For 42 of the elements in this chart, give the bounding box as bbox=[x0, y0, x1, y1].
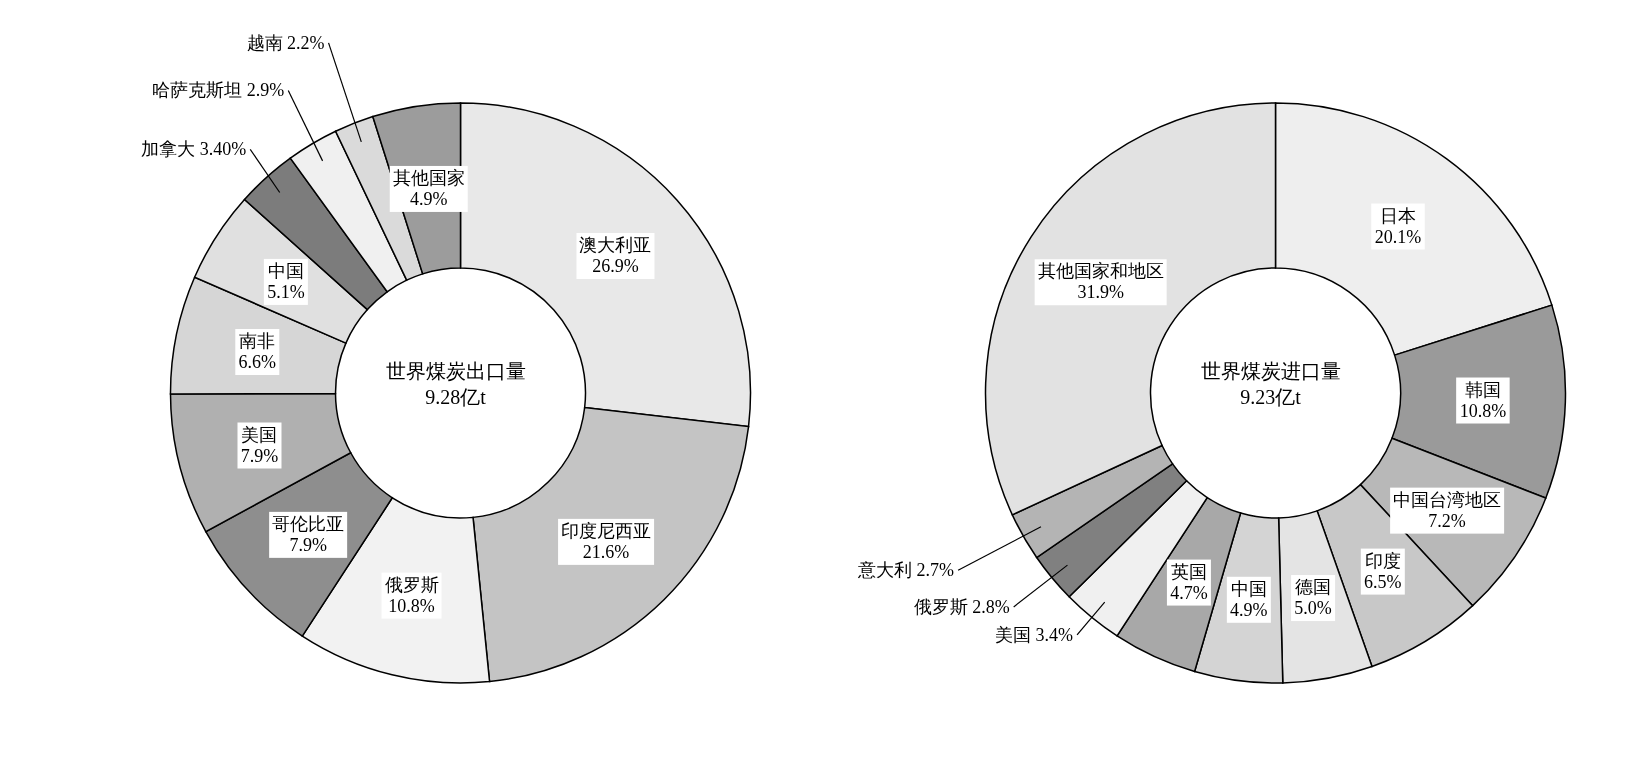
text: 9.23亿t bbox=[1239, 385, 1302, 410]
slice-label: 越南 2.2% bbox=[246, 32, 325, 53]
data-label: 20.1% bbox=[1374, 226, 1422, 247]
slice-label: 美国 bbox=[241, 424, 278, 445]
data-label: 31.9% bbox=[1077, 282, 1124, 303]
slice-label: 其他国家和地区 bbox=[1037, 261, 1164, 282]
slice-label: 其他国家 bbox=[392, 167, 465, 188]
slice-label: 哥伦比亚 bbox=[272, 513, 345, 534]
slice-label: 俄罗斯 2.8% bbox=[913, 596, 1010, 617]
slice-label: 哈萨克斯坦 2.9% bbox=[152, 80, 285, 101]
slice-label: 日本 bbox=[1379, 205, 1416, 226]
data-label: 10.8% bbox=[1459, 400, 1507, 421]
slice-label: 印度尼西亚 bbox=[561, 520, 652, 541]
data-label: 7.9% bbox=[240, 445, 279, 466]
slice-label: 南非 bbox=[239, 331, 276, 351]
data-label: 6.5% bbox=[1364, 571, 1402, 592]
data-label: 4.7% bbox=[1170, 582, 1208, 603]
data-label: 4.9% bbox=[1230, 599, 1268, 620]
slice-label: 英国 bbox=[1170, 561, 1207, 582]
slice-label: 澳大利亚 bbox=[579, 235, 652, 256]
slice-label: 中国 bbox=[1230, 578, 1267, 599]
data-label: 21.6% bbox=[582, 541, 630, 562]
data-label: 5.0% bbox=[1294, 598, 1332, 619]
text: 世界煤炭进口量 bbox=[1199, 359, 1342, 384]
slice-label: 加拿大 3.40% bbox=[141, 139, 247, 160]
slice-label: 俄罗斯 bbox=[384, 574, 439, 595]
slice-label: 印度 bbox=[1364, 550, 1401, 571]
slice-label: 意大利 2.7% bbox=[857, 560, 955, 581]
data-label: 4.9% bbox=[410, 188, 448, 209]
data-label: 6.6% bbox=[238, 352, 277, 372]
slice-label: 美国 3.4% bbox=[995, 624, 1074, 645]
text: 9.28亿t bbox=[424, 385, 487, 410]
data-label: 26.9% bbox=[592, 256, 639, 277]
data-label: 10.8% bbox=[388, 595, 435, 616]
slice-label: 德国 bbox=[1295, 577, 1332, 598]
text: 世界煤炭出口量 bbox=[384, 359, 527, 384]
slice-label: 中国台湾地区 bbox=[1393, 489, 1502, 510]
slice-label: 中国 bbox=[267, 260, 304, 281]
slice-label: 韩国 bbox=[1464, 379, 1501, 400]
data-label: 7.2% bbox=[1428, 510, 1466, 531]
data-label: 5.1% bbox=[267, 281, 305, 302]
data-label: 7.9% bbox=[289, 534, 327, 555]
